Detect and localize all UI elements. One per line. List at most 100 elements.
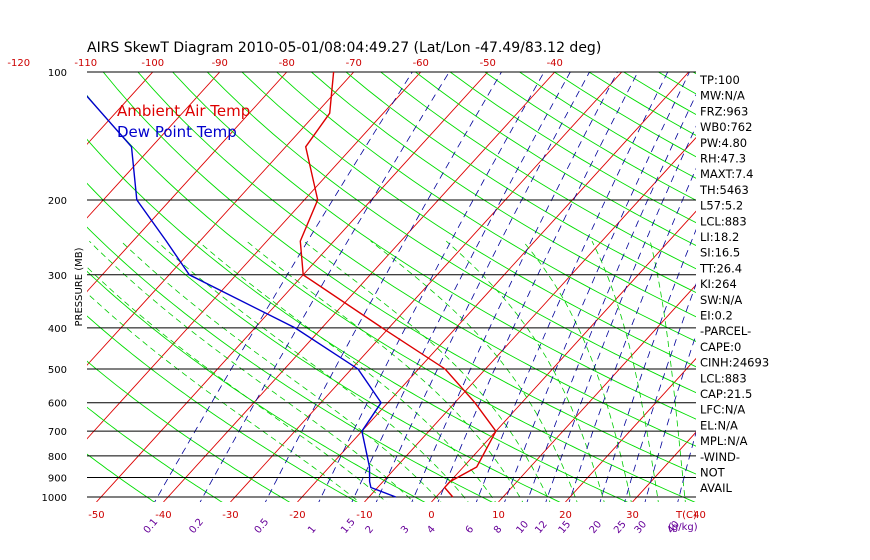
- mixing-ratio-label: 1.5: [339, 517, 358, 536]
- bottom-temp-tick: -50: [88, 510, 104, 521]
- dry-adiabat: [380, 72, 696, 270]
- mixing-ratio-label: 30: [633, 519, 650, 536]
- isotherm: [230, 72, 623, 502]
- mixing-ratio-line: [351, 72, 571, 502]
- dry-adiabat: [241, 72, 696, 368]
- pressure-tick-label: 600: [48, 399, 67, 410]
- mixing-ratio-line: [526, 93, 696, 502]
- profile-series: [87, 72, 497, 498]
- index-item: CAP:21.5: [700, 387, 752, 401]
- pressure-tick-label: 1000: [42, 493, 67, 504]
- index-item: LI:18.2: [700, 230, 739, 244]
- chart-title: AIRS SkewT Diagram 2010-05-01/08:04:49.2…: [87, 40, 601, 56]
- index-item: FRZ:963: [700, 104, 748, 118]
- mixing-ratio-label: 2: [364, 524, 377, 536]
- top-temp-tick: -120: [7, 58, 30, 69]
- isotherm: [0, 72, 19, 502]
- dry-adiabat: [206, 72, 696, 394]
- moist-adiabat: [445, 240, 605, 502]
- bottom-temp-tick: -40: [155, 510, 171, 521]
- isotherm: [364, 136, 696, 502]
- mixing-ratio-label: 8: [492, 524, 505, 536]
- pressure-tick-label: 500: [48, 365, 67, 376]
- dry-adiabat: [763, 72, 870, 506]
- index-item: KI:264: [700, 277, 737, 291]
- isotherm: [766, 72, 870, 502]
- index-item: TH:5463: [699, 183, 749, 197]
- moist-adiabat: [156, 240, 469, 502]
- pressure-tick-label: 800: [48, 452, 67, 463]
- isotherm: [565, 357, 696, 502]
- mixing-ratio-unit: (g/kg): [668, 522, 698, 533]
- dry-adiabat: [87, 226, 493, 502]
- mixing-ratio-label: 10: [514, 519, 531, 536]
- pressure-tick-label: 100: [48, 68, 67, 79]
- index-item: NOT: [700, 466, 726, 480]
- index-item: SI:16.5: [700, 246, 740, 260]
- bottom-temp-tick: 10: [492, 510, 505, 521]
- dry-adiabat: [87, 94, 696, 502]
- dry-adiabat: [87, 315, 358, 502]
- top-temp-tick: -110: [74, 58, 97, 69]
- isotherm: [163, 72, 556, 502]
- moist-adiabat: [370, 240, 578, 502]
- mixing-ratio-line: [411, 72, 618, 502]
- mixing-ratio-line: [437, 72, 639, 502]
- bottom-temp-tick: 0: [428, 510, 434, 521]
- dry-adiabat: [519, 72, 696, 179]
- dry-adiabat: [102, 72, 696, 475]
- bottom-temp-tick: -30: [222, 510, 238, 521]
- index-item: TP:100: [699, 73, 740, 87]
- mixing-ratio-label: 1: [306, 524, 319, 536]
- mixing-ratio-line: [677, 431, 696, 502]
- dry-adiabat: [87, 406, 223, 502]
- pressure-tick-label: 700: [48, 427, 67, 438]
- isotherm: [431, 210, 696, 502]
- isotherm: [498, 284, 696, 502]
- index-item: AVAIL: [700, 481, 733, 495]
- dry-adiabat: [311, 72, 696, 318]
- moist-adiabat: [522, 240, 632, 502]
- pressure-tick-label: 200: [48, 196, 67, 207]
- isotherm: [96, 72, 489, 502]
- moist-adiabat: [197, 240, 496, 502]
- mixing-ratio-line: [265, 72, 502, 502]
- mixing-ratio-line: [318, 72, 545, 502]
- dry-adiabat: [137, 72, 696, 447]
- index-item: -WIND-: [700, 450, 740, 464]
- isotherm: [87, 72, 221, 219]
- mixing-ratio-line: [475, 72, 669, 502]
- index-item: SW:N/A: [700, 293, 742, 307]
- isotherm: [87, 72, 154, 145]
- temperature-profile: [299, 72, 497, 498]
- isotherm: [87, 72, 288, 293]
- index-item: TT:26.4: [699, 261, 742, 275]
- mixing-ratio-label: 0.2: [187, 517, 206, 536]
- dry-adiabat: [87, 453, 156, 502]
- index-item: WB0:762: [700, 120, 752, 134]
- dry-adiabat: [276, 72, 696, 342]
- bottom-axis-label: T(C): [675, 510, 697, 521]
- isobars: [87, 71, 696, 498]
- index-item: LFC:N/A: [700, 403, 745, 417]
- top-temp-tick: -60: [413, 58, 429, 69]
- dry-adiabat: [87, 360, 291, 502]
- index-item: RH:47.3: [700, 152, 746, 166]
- mixing-ratio-label: 3: [399, 524, 412, 536]
- pressure-tick-label: 900: [48, 474, 67, 485]
- pressure-tick-label: 300: [48, 271, 67, 282]
- index-item: EL:N/A: [700, 418, 738, 432]
- legend: Ambient Air Temp Dew Point Temp: [117, 102, 250, 141]
- index-item: L57:5.2: [700, 199, 743, 213]
- mixing-ratio-label: 6: [464, 524, 477, 536]
- isotherm: [87, 72, 422, 440]
- mixing-ratio-label: 0.5: [253, 517, 272, 536]
- mixing-ratio-label: 25: [612, 519, 629, 536]
- mixing-ratio-label: 20: [588, 519, 605, 536]
- index-item: LCL:883: [700, 214, 747, 228]
- dry-adiabat: [797, 72, 870, 506]
- dry-adiabat: [87, 138, 628, 502]
- index-item: CAPE:0: [700, 340, 741, 354]
- top-temp-tick: -80: [279, 58, 295, 69]
